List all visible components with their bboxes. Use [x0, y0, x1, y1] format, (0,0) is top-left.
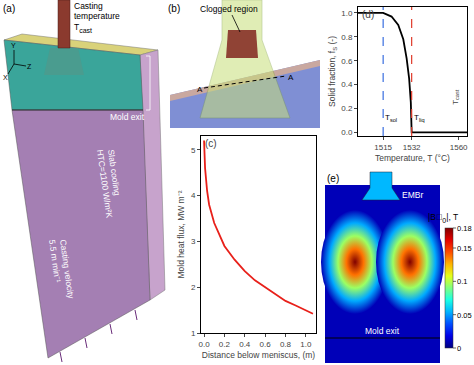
svg-text:0.4: 0.4 [341, 80, 353, 89]
svg-text:Tcast: Tcast [74, 22, 92, 34]
svg-text:0.6: 0.6 [260, 340, 272, 349]
svg-text:Casting: Casting [74, 1, 103, 11]
svg-text:5.5 m min⁻¹: 5.5 m min⁻¹ [47, 239, 63, 283]
svg-text:4: 4 [191, 191, 196, 200]
svg-text:Clogged region: Clogged region [200, 4, 258, 14]
svg-text:3: 3 [191, 237, 196, 246]
svg-text:1560: 1560 [450, 143, 468, 152]
svg-text:T​cast​: T​cast​ [451, 89, 461, 105]
svg-text:Mold exit: Mold exit [365, 326, 400, 336]
svg-text:1: 1 [191, 329, 196, 338]
svg-text:0.1: 0.1 [457, 277, 467, 286]
svg-text:0.15: 0.15 [457, 244, 472, 253]
svg-text:(e): (e) [327, 173, 339, 184]
svg-text:(b): (b) [168, 3, 180, 14]
svg-text:HTC=1100 W/m²K: HTC=1100 W/m²K [95, 149, 115, 219]
svg-text:1.0: 1.0 [341, 9, 353, 18]
svg-text:Casting velocity: Casting velocity [58, 238, 77, 300]
svg-text:0.6: 0.6 [341, 57, 353, 66]
svg-text:5: 5 [191, 146, 196, 155]
svg-text:0.8: 0.8 [341, 33, 353, 42]
svg-text:Solid fraction, f​S​ (-): Solid fraction, f​S​ (-) [327, 36, 338, 107]
svg-text:T​sol​: T​sol​ [385, 113, 397, 123]
svg-text:0.4: 0.4 [239, 340, 251, 349]
svg-text:Slab cooling: Slab cooling [106, 148, 123, 197]
svg-text:2: 2 [191, 283, 196, 292]
svg-text:A: A [197, 85, 203, 94]
svg-text:(c): (c) [205, 138, 217, 149]
svg-text:EMBr: EMBr [402, 190, 423, 200]
svg-text:Mold heat flux, MW m⁻²: Mold heat flux, MW m⁻² [176, 190, 186, 278]
svg-text:Temperature, T (°C): Temperature, T (°C) [375, 153, 450, 163]
svg-text:X: X [3, 74, 8, 81]
svg-text:0.0: 0.0 [341, 128, 353, 137]
svg-text:T​liq​: T​liq​ [414, 113, 425, 123]
svg-text:temperature: temperature [74, 11, 120, 21]
svg-text:A: A [288, 73, 294, 82]
svg-text:1515: 1515 [374, 143, 392, 152]
svg-text:Mold exit: Mold exit [110, 112, 145, 122]
svg-text:1532: 1532 [403, 143, 421, 152]
svg-text:0.2: 0.2 [219, 340, 231, 349]
svg-text:|B⃗0|, T: |B⃗0|, T [428, 212, 458, 224]
svg-text:Distance below meniscus, (m): Distance below meniscus, (m) [202, 350, 316, 360]
svg-text:0: 0 [457, 344, 461, 353]
svg-text:Y: Y [11, 42, 16, 49]
svg-text:Z: Z [27, 63, 32, 70]
svg-text:0.18: 0.18 [457, 224, 472, 233]
svg-text:1.0: 1.0 [300, 340, 312, 349]
svg-text:0.8: 0.8 [280, 340, 292, 349]
svg-text:0.2: 0.2 [341, 104, 353, 113]
svg-text:0.0: 0.0 [198, 340, 210, 349]
svg-text:0.05: 0.05 [457, 311, 472, 320]
svg-text:(d): (d) [362, 9, 374, 20]
svg-text:(a): (a) [3, 3, 15, 14]
